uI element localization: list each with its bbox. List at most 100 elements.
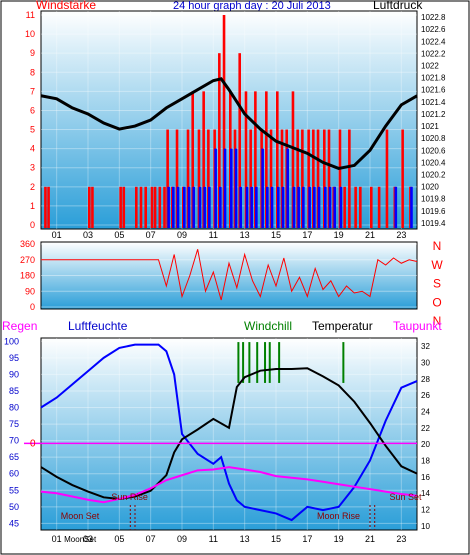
humidity-label: Luftfeuchte [68,319,128,333]
wind-gust-bar [324,186,327,228]
wind-speed-bar [343,186,346,228]
compass-letter: S [433,277,441,291]
wind-speed-bar [370,186,373,228]
wind-speed-bar [312,129,315,228]
chart-title: 24 hour graph day : 20 Juli 2013 [173,0,331,12]
sun-moon-annotations: Sun Rise Moon Set Moon Rise Sun Set [61,492,422,530]
panel3-right-tick-label: 10 [421,522,430,531]
wind-gust-bar [239,186,242,228]
wind-gust-bar [167,186,170,228]
wind-gust-bar [187,186,191,228]
panel1-right-tick-label: 1021.4 [421,98,446,107]
wind-gust-bar [208,186,211,228]
compass-letter: N [433,314,442,328]
wind-speed-bar [91,186,94,228]
panel1-left-tick-label: 10 [25,29,35,39]
panel1-x-tick-label: 15 [271,230,281,240]
panel1-right-tick-label: 1019.8 [421,195,446,204]
wind-speed-bar [359,186,362,228]
wind-speed-bar [166,129,169,228]
panel3-x-tick-label: 03 [83,534,93,544]
wind-gust-bar [223,148,227,228]
panel1-right-tick-label: 1019.6 [421,207,446,216]
wind-speed-bar [323,129,326,228]
panel2-left-tick-label: 360 [20,239,35,249]
wind-speed-bar [88,186,91,228]
wind-gust-bar [292,186,296,228]
wind-speed-bar [276,91,279,228]
wind-speed-bar [254,91,257,228]
wind-speed-bar [338,129,342,228]
wind-speed-bar [401,129,404,228]
wind-speed-bar [175,129,179,228]
wind-speed-bar [150,186,154,228]
wind-speed-bar [280,129,284,228]
panel2-left-tick-label: 180 [20,271,35,281]
panel-temp-humidity: 0 Sun Rise Moon Set Moon Rise Sun Set 45 50 5… [4,336,430,544]
wind-speed-bar [238,53,241,228]
panel3-right-tick-label: 16 [421,473,430,482]
panel1-x-tick-label: 05 [114,230,124,240]
wind-gust-bar [230,148,233,228]
wind-speed-bar [191,91,194,228]
panel1-x-tick-label: 17 [302,230,312,240]
panel3-left-tick-label: 100 [4,336,19,346]
panel1-x-tick-label: 07 [146,230,156,240]
panel1-right-tick-label: 1020.2 [421,171,446,180]
wind-speed-bar [377,186,381,228]
panel1-right-tick-label: 1019.4 [421,219,446,228]
wind-gust-bar [308,186,311,228]
wind-gust-bar [214,148,217,228]
panel3-left-tick-label: 70 [9,436,19,446]
panel1-left-tick-label: 9 [30,48,35,58]
wind-speed-bar [269,129,273,228]
panel3-x-tick-label: 01 [52,534,62,544]
panel3-left-tick-label: 95 [9,353,19,363]
windchill-label: Windchill [244,319,292,333]
temperature-label: Temperatur [312,319,373,333]
wind-speed-bar [222,15,226,228]
panel1-x-tick-label: 13 [240,230,250,240]
wind-gust-bar [297,186,300,228]
panel3-x-tick-label: 17 [302,534,312,544]
wind-speed-bar [291,91,295,228]
panel1-left-tick-label: 6 [30,105,35,115]
wind-speed-bar [119,186,122,228]
compass-letter: N [433,239,442,253]
wind-gust-bar [176,186,180,228]
panel1-x-tick-label: 11 [209,230,218,240]
wind-gust-bar [245,186,249,228]
panel3-x-tick-label: 05 [114,534,124,544]
wind-gust-bar [255,186,258,228]
panel3-x-tick-label: 13 [240,534,250,544]
wind-gust-bar [333,186,336,228]
wind-gust-bar [313,186,316,228]
wind-speed-bar [307,129,310,228]
wind-gust-bar [198,186,202,228]
panel1-left-tick-label: 1 [30,201,35,211]
rain-zero-label: 0 [30,438,36,449]
wind-gust-bar [192,186,195,228]
wind-label: Windstärke [36,0,96,12]
panel1-right-tick-label: 1020.8 [421,134,446,143]
wind-speed-bar [316,129,320,228]
sun-set-annotation: Sun Set [389,492,422,502]
wind-gust-bars [167,148,413,228]
panel3-left-tick-label: 60 [9,469,19,479]
panel3-right-tick-label: 22 [421,424,430,433]
dewpoint-line [40,466,418,504]
panel1-right-tick-label: 1022.8 [421,13,446,22]
wind-speed-bar [44,186,47,228]
wind-gust-bar [277,186,280,228]
wind-speed-bar [218,53,221,228]
wind-gust-bar [317,186,321,228]
wind-speed-bar [244,91,248,228]
panel1-right-tick-label: 1020.4 [421,158,446,167]
wind-speed-bar [202,91,205,228]
panel1-left-tick-label: 11 [26,10,35,20]
wind-speed-bar [265,91,268,228]
dewpoint-label: Taupunkt [393,319,442,333]
panel2-left-tick-label: 0 [30,302,35,312]
